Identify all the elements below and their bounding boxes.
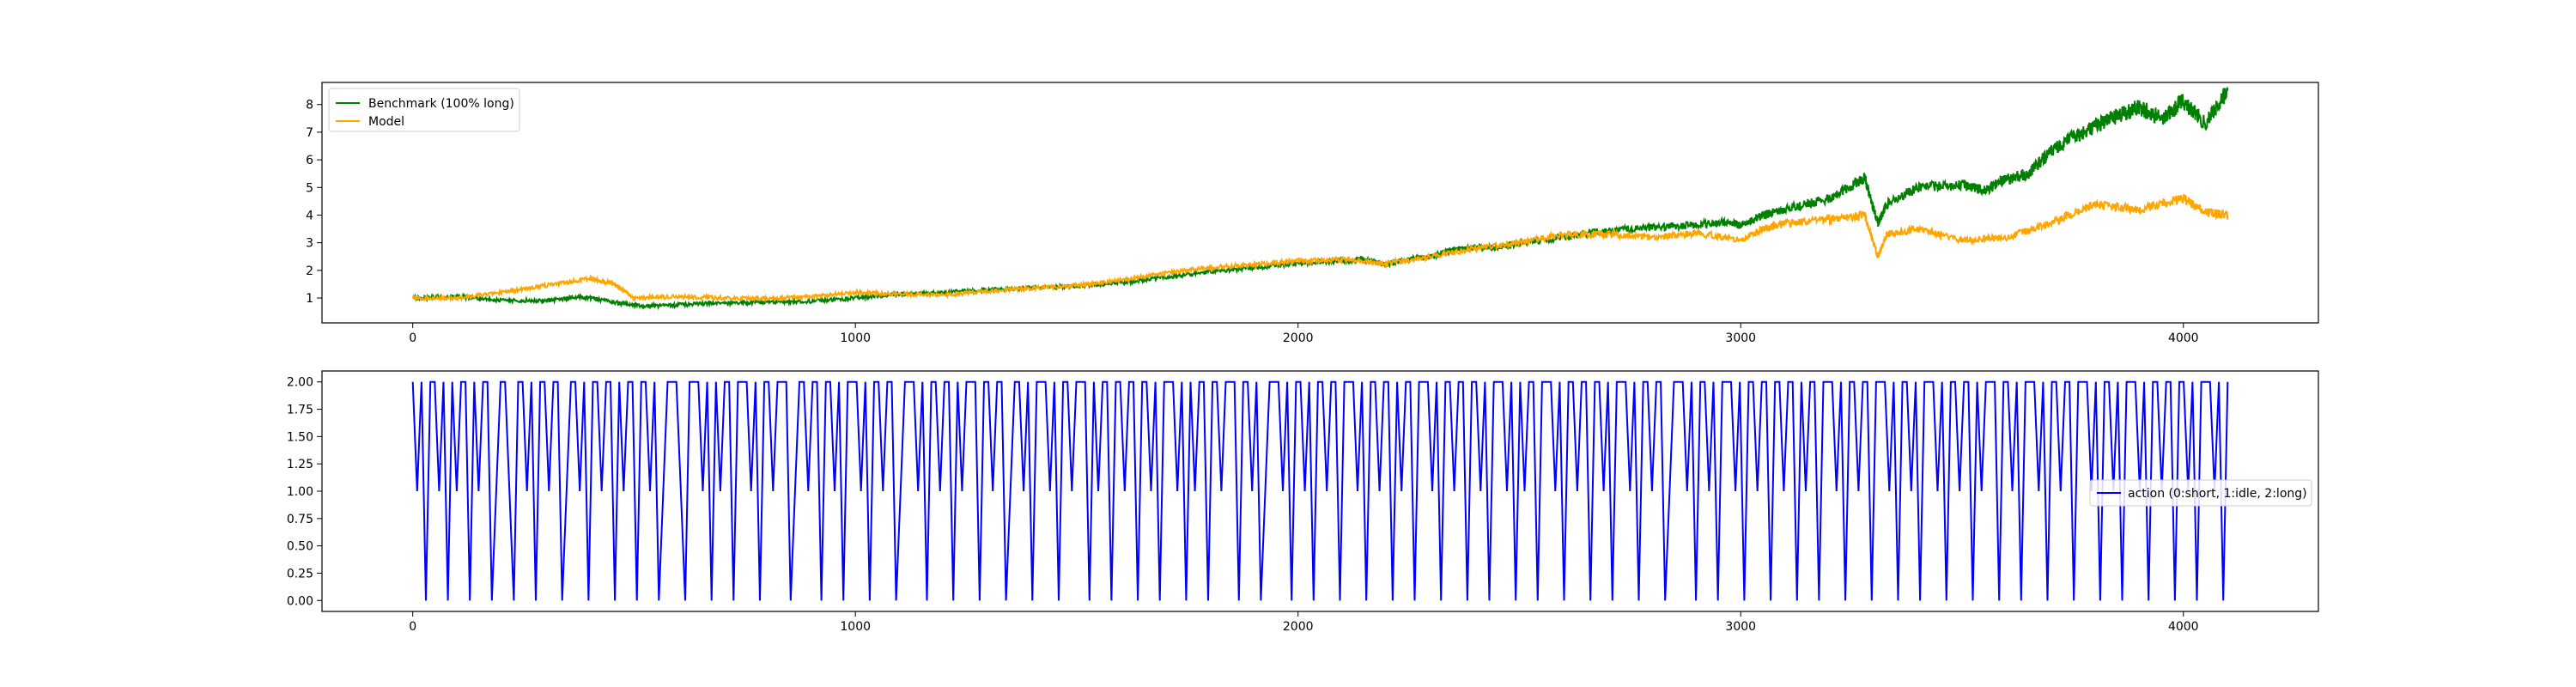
performance-x-tick-label: 0 xyxy=(409,331,416,345)
action-y-tick-label: 1.50 xyxy=(287,430,313,444)
action-y-tick-label: 0.75 xyxy=(287,513,313,526)
performance-lines xyxy=(411,87,2229,311)
performance-legend: Benchmark (100% long) Model xyxy=(328,88,520,132)
action-x-tick-label: 1000 xyxy=(840,620,871,634)
performance-x-ticks: 0 1000 2000 3000 4000 xyxy=(409,323,2199,345)
action-y-tick-label: 1.75 xyxy=(287,404,313,417)
performance-x-tick-label: 1000 xyxy=(840,331,871,345)
action-legend-box xyxy=(2089,479,2312,507)
action-x-ticks: 0 1000 2000 3000 4000 xyxy=(409,611,2199,634)
action-y-tick-label: 0.25 xyxy=(287,567,313,581)
legend-label-action: action (0:short, 1:idle, 2:long) xyxy=(2128,487,2307,501)
legend-label-benchmark: Benchmark (100% long) xyxy=(368,97,514,111)
performance-axes-frame xyxy=(321,82,2319,324)
performance-y-tick-label: 6 xyxy=(306,154,313,167)
series-line-model xyxy=(411,194,2229,303)
action-x-tick-label: 4000 xyxy=(2168,620,2199,634)
action-y-tick-label: 2.00 xyxy=(287,376,313,390)
performance-x-tick-label: 4000 xyxy=(2168,331,2199,345)
action-y-tick-label: 1.25 xyxy=(287,458,313,471)
action-y-tick-label: 1.00 xyxy=(287,485,313,499)
performance-y-tick-label: 4 xyxy=(306,209,313,222)
performance-y-tick-label: 2 xyxy=(306,264,313,278)
action-legend: action (0:short, 1:idle, 2:long) xyxy=(2089,479,2312,507)
performance-y-tick-label: 8 xyxy=(306,99,313,112)
performance-legend-box xyxy=(328,88,520,132)
performance-x-tick-label: 2000 xyxy=(1283,331,1314,345)
performance-panel: 0 1000 2000 3000 4000 1 2 3 4 5 6 7 8 Benchmark (10… xyxy=(306,82,2319,345)
series-line-action xyxy=(411,380,2229,601)
action-x-tick-label: 2000 xyxy=(1283,620,1314,634)
action-y-tick-label: 0.00 xyxy=(287,594,313,608)
action-y-tick-label: 0.50 xyxy=(287,540,313,554)
legend-label-model: Model xyxy=(368,115,404,129)
action-x-tick-label: 3000 xyxy=(1725,620,1756,634)
performance-y-ticks: 1 2 3 4 5 6 7 8 xyxy=(306,99,322,306)
performance-y-tick-label: 1 xyxy=(306,292,313,306)
performance-y-tick-label: 3 xyxy=(306,237,313,251)
action-panel: 0 1000 2000 3000 4000 0.00 0.25 0.50 0.75 1.00 1.… xyxy=(287,370,2319,634)
action-x-tick-label: 0 xyxy=(409,620,416,634)
action-y-ticks: 0.00 0.25 0.50 0.75 1.00 1.25 1.50 1.75 2.00 xyxy=(287,376,322,608)
performance-y-tick-label: 5 xyxy=(306,181,313,195)
performance-y-tick-label: 7 xyxy=(306,126,313,140)
performance-x-tick-label: 3000 xyxy=(1725,331,1756,345)
action-lines xyxy=(411,380,2229,601)
